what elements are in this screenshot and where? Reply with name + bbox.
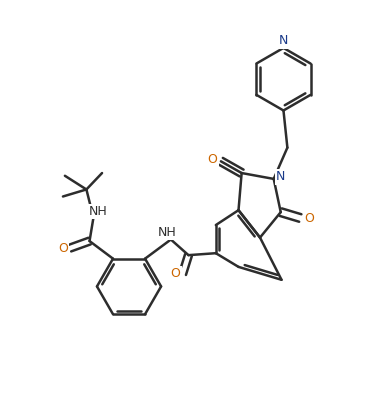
Text: N: N: [279, 34, 288, 48]
Text: O: O: [207, 153, 217, 166]
Text: N: N: [276, 171, 285, 184]
Text: NH: NH: [158, 226, 176, 239]
Text: O: O: [58, 242, 68, 255]
Text: O: O: [170, 267, 181, 281]
Text: NH: NH: [89, 205, 108, 218]
Text: O: O: [304, 211, 314, 224]
